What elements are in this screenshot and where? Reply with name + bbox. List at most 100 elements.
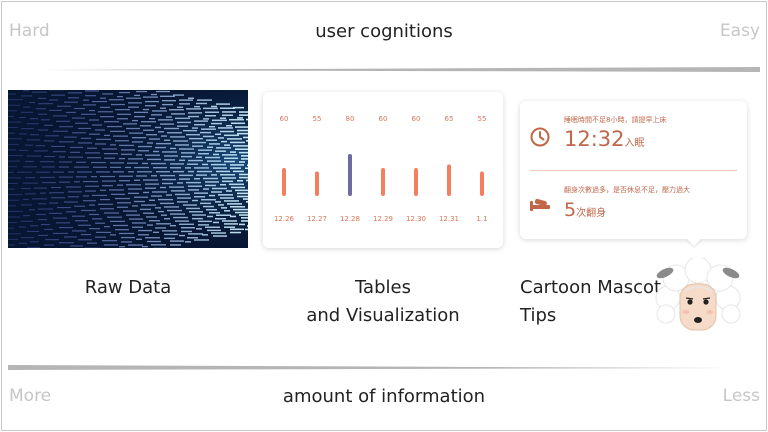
code-segment xyxy=(34,187,47,189)
code-segment xyxy=(181,155,192,158)
code-segment xyxy=(100,97,106,99)
bottom-title: amount of information xyxy=(282,386,486,407)
code-segment xyxy=(194,167,209,169)
code-segment xyxy=(100,175,115,178)
code-segment xyxy=(156,142,171,145)
code-segment xyxy=(78,142,92,144)
code-segment xyxy=(224,157,238,160)
code-segment xyxy=(25,160,34,162)
code-segment xyxy=(64,136,77,138)
code-segment xyxy=(218,204,224,206)
code-segment xyxy=(136,175,147,177)
code-segment xyxy=(179,148,194,150)
code-segment xyxy=(189,137,203,140)
code-segment xyxy=(235,148,248,150)
code-segment xyxy=(205,184,216,187)
code-segment xyxy=(239,114,248,116)
code-segment xyxy=(152,191,167,193)
code-segment xyxy=(34,150,48,152)
code-segment xyxy=(198,220,212,223)
code-segment xyxy=(19,117,26,119)
code-segment xyxy=(211,191,222,193)
chart-caption: Tables and Visualization xyxy=(263,274,503,330)
code-segment xyxy=(230,151,236,153)
code-segment xyxy=(188,233,203,235)
code-segment xyxy=(53,171,64,173)
code-segment xyxy=(126,97,141,99)
code-segment xyxy=(30,118,38,120)
code-segment xyxy=(132,119,138,122)
code-segment xyxy=(25,193,36,195)
code-segment xyxy=(30,241,39,243)
code-segment xyxy=(119,232,134,235)
code-segment xyxy=(164,218,170,220)
code-segment xyxy=(222,114,233,117)
tip1-value: 12:32 xyxy=(564,127,625,151)
code-stream-graphic xyxy=(8,90,248,248)
code-segment xyxy=(145,237,160,239)
code-segment xyxy=(177,182,183,184)
code-segment xyxy=(179,103,190,105)
code-segment xyxy=(51,186,61,189)
code-segment xyxy=(162,178,176,181)
tip2-text: 翻身次數過多，是否休息不足，壓力過大 xyxy=(564,186,690,194)
code-segment xyxy=(23,90,29,92)
code-segment xyxy=(134,200,145,203)
code-segment xyxy=(211,174,217,176)
raw-data-image xyxy=(8,90,248,248)
value-label-12.30: 60 xyxy=(412,115,421,123)
code-segment xyxy=(221,207,227,209)
code-segment xyxy=(205,114,216,117)
code-segment xyxy=(8,233,21,235)
value-label-12.31: 65 xyxy=(445,115,454,123)
code-segment xyxy=(177,125,188,127)
code-segment xyxy=(117,184,123,186)
code-segment xyxy=(129,218,143,220)
tip2-value-row: 5次翻身 xyxy=(564,199,606,221)
code-segment xyxy=(175,144,189,146)
code-segment xyxy=(215,217,226,220)
code-segment xyxy=(229,183,244,186)
code-segment xyxy=(89,204,95,206)
code-segment xyxy=(160,95,175,98)
chart-caption-line-1: Tables xyxy=(355,277,411,298)
code-segment xyxy=(215,133,221,136)
code-segment xyxy=(102,93,113,95)
code-segment xyxy=(8,205,16,207)
tips-divider xyxy=(530,170,737,171)
code-segment xyxy=(188,97,194,99)
code-segment xyxy=(216,147,231,149)
tips-card: 睡眠時間不足8小時，請提早上床 12:32入眠 翻身次數過多，是否休息不足，壓力… xyxy=(520,101,747,239)
code-segment xyxy=(138,229,152,232)
code-segment xyxy=(23,182,38,184)
code-segment xyxy=(203,118,209,120)
code-segment xyxy=(89,119,99,121)
less-label: Less xyxy=(722,386,760,406)
code-segment xyxy=(218,127,233,129)
code-segment xyxy=(173,216,188,219)
code-segment xyxy=(209,212,220,214)
code-segment xyxy=(8,121,21,123)
code-segment xyxy=(220,117,226,119)
code-segment xyxy=(87,147,97,149)
code-segment xyxy=(53,151,66,153)
code-segment xyxy=(230,231,241,234)
code-segment xyxy=(136,154,142,156)
code-segment xyxy=(132,205,138,207)
code-segment xyxy=(224,144,230,146)
code-segment xyxy=(126,184,141,186)
code-segment xyxy=(38,113,47,115)
code-segment xyxy=(75,220,88,222)
code-segment xyxy=(181,152,195,154)
code-segment xyxy=(230,228,244,231)
code-segment xyxy=(203,205,214,208)
code-segment xyxy=(224,134,239,137)
code-segment xyxy=(128,158,143,160)
code-segment xyxy=(246,140,248,142)
code-segment xyxy=(233,145,248,147)
code-segment xyxy=(134,179,140,181)
code-segment xyxy=(53,130,68,132)
code-segment xyxy=(243,198,248,200)
code-segment xyxy=(237,192,248,195)
code-segment xyxy=(89,109,95,112)
